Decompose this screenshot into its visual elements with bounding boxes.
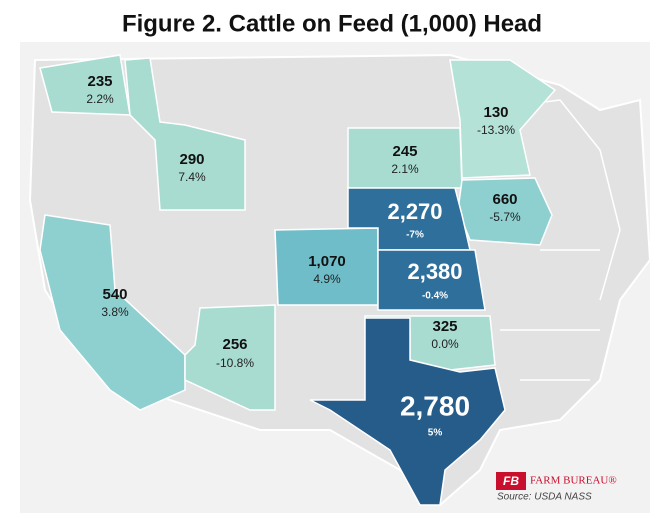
mn <box>449 59 557 179</box>
value: 290 <box>179 151 204 168</box>
labels: 235 2.2% 290 7.4% 540 3.8% 256 -10.8% 1,070 4… <box>86 73 521 439</box>
title: Figure 2. Cattle on Feed (1,000) Head <box>122 10 542 37</box>
change: 0.0% <box>431 337 459 351</box>
state-label: 256 -10.8% <box>216 336 254 370</box>
state-label: 2,780 5% <box>400 390 470 438</box>
state-label: 130 -13.3% <box>477 104 515 137</box>
value: 325 <box>432 318 457 335</box>
source: Source: USDA NASS <box>497 492 592 503</box>
logo-mark-text: FB <box>503 474 519 488</box>
value: 2,270 <box>387 199 442 224</box>
value: 2,780 <box>400 390 470 421</box>
state-label: 540 3.8% <box>101 286 129 319</box>
ks <box>377 249 486 311</box>
value: 130 <box>483 104 508 121</box>
az <box>184 304 276 411</box>
state-label: 245 2.1% <box>391 143 419 176</box>
change: -0.4% <box>422 291 448 302</box>
brand: FARM BUREAU® <box>530 475 617 487</box>
state-label: 660 -5.7% <box>489 191 521 224</box>
value: 256 <box>222 336 247 353</box>
logo: FB FARM BUREAU® Source: USDA NASS <box>496 472 617 503</box>
state-label: 235 2.2% <box>86 73 114 106</box>
state-label: 290 7.4% <box>178 151 206 184</box>
change: 5% <box>428 428 443 439</box>
state-label: 2,270 -7% <box>387 199 442 241</box>
states <box>39 54 557 506</box>
value: 660 <box>492 191 517 208</box>
change: -13.3% <box>477 123 515 137</box>
change: 4.9% <box>313 272 341 286</box>
logo-mark <box>496 472 526 490</box>
change: 2.2% <box>86 92 114 106</box>
ca <box>39 214 186 411</box>
state-label: 325 0.0% <box>431 318 459 351</box>
change: -7% <box>406 230 424 241</box>
change: 3.8% <box>101 305 129 319</box>
tx <box>309 317 506 506</box>
change: -5.7% <box>489 210 521 224</box>
change: -10.8% <box>216 356 254 370</box>
value: 245 <box>392 143 417 160</box>
value: 1,070 <box>308 253 346 270</box>
value: 2,380 <box>407 259 462 284</box>
state-label: 1,070 4.9% <box>308 253 346 286</box>
change: 2.1% <box>391 162 419 176</box>
state-borders <box>479 99 621 381</box>
id <box>124 57 246 211</box>
change: 7.4% <box>178 170 206 184</box>
value: 540 <box>102 286 127 303</box>
state-label: 2,380 -0.4% <box>407 259 462 302</box>
value: 235 <box>87 73 112 90</box>
